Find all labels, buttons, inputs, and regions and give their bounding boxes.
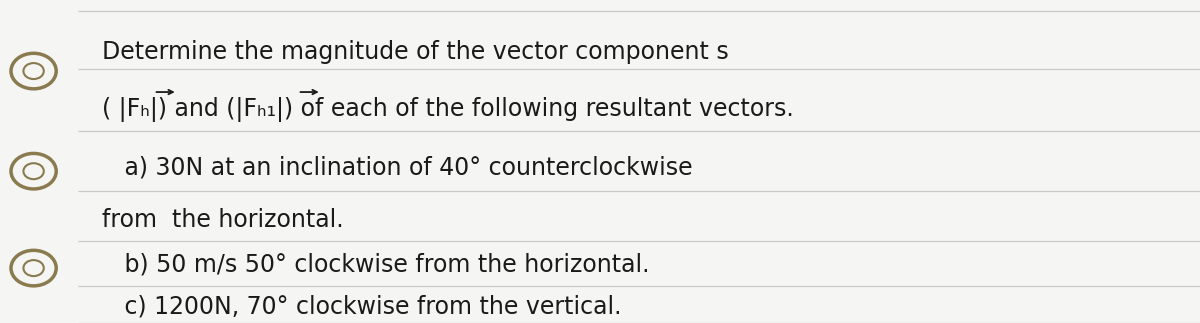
Text: from  the horizontal.: from the horizontal. <box>102 208 343 232</box>
FancyBboxPatch shape <box>0 0 78 323</box>
Text: Determine the magnitude of the vector component s: Determine the magnitude of the vector co… <box>102 40 728 64</box>
Ellipse shape <box>11 250 56 286</box>
Ellipse shape <box>24 163 43 179</box>
Ellipse shape <box>24 260 43 276</box>
Text: b) 50 m/s 50° clockwise from the horizontal.: b) 50 m/s 50° clockwise from the horizon… <box>102 253 649 277</box>
Text: ( |Fₕ|) and (|Fₕ₁|) of each of the following resultant vectors.: ( |Fₕ|) and (|Fₕ₁|) of each of the follo… <box>102 97 793 122</box>
Ellipse shape <box>11 153 56 189</box>
Ellipse shape <box>11 53 56 89</box>
Ellipse shape <box>24 63 43 79</box>
Text: c) 1200N, 70° clockwise from the vertical.: c) 1200N, 70° clockwise from the vertica… <box>102 295 622 319</box>
Text: a) 30N at an inclination of 40° counterclockwise: a) 30N at an inclination of 40° counterc… <box>102 156 692 180</box>
